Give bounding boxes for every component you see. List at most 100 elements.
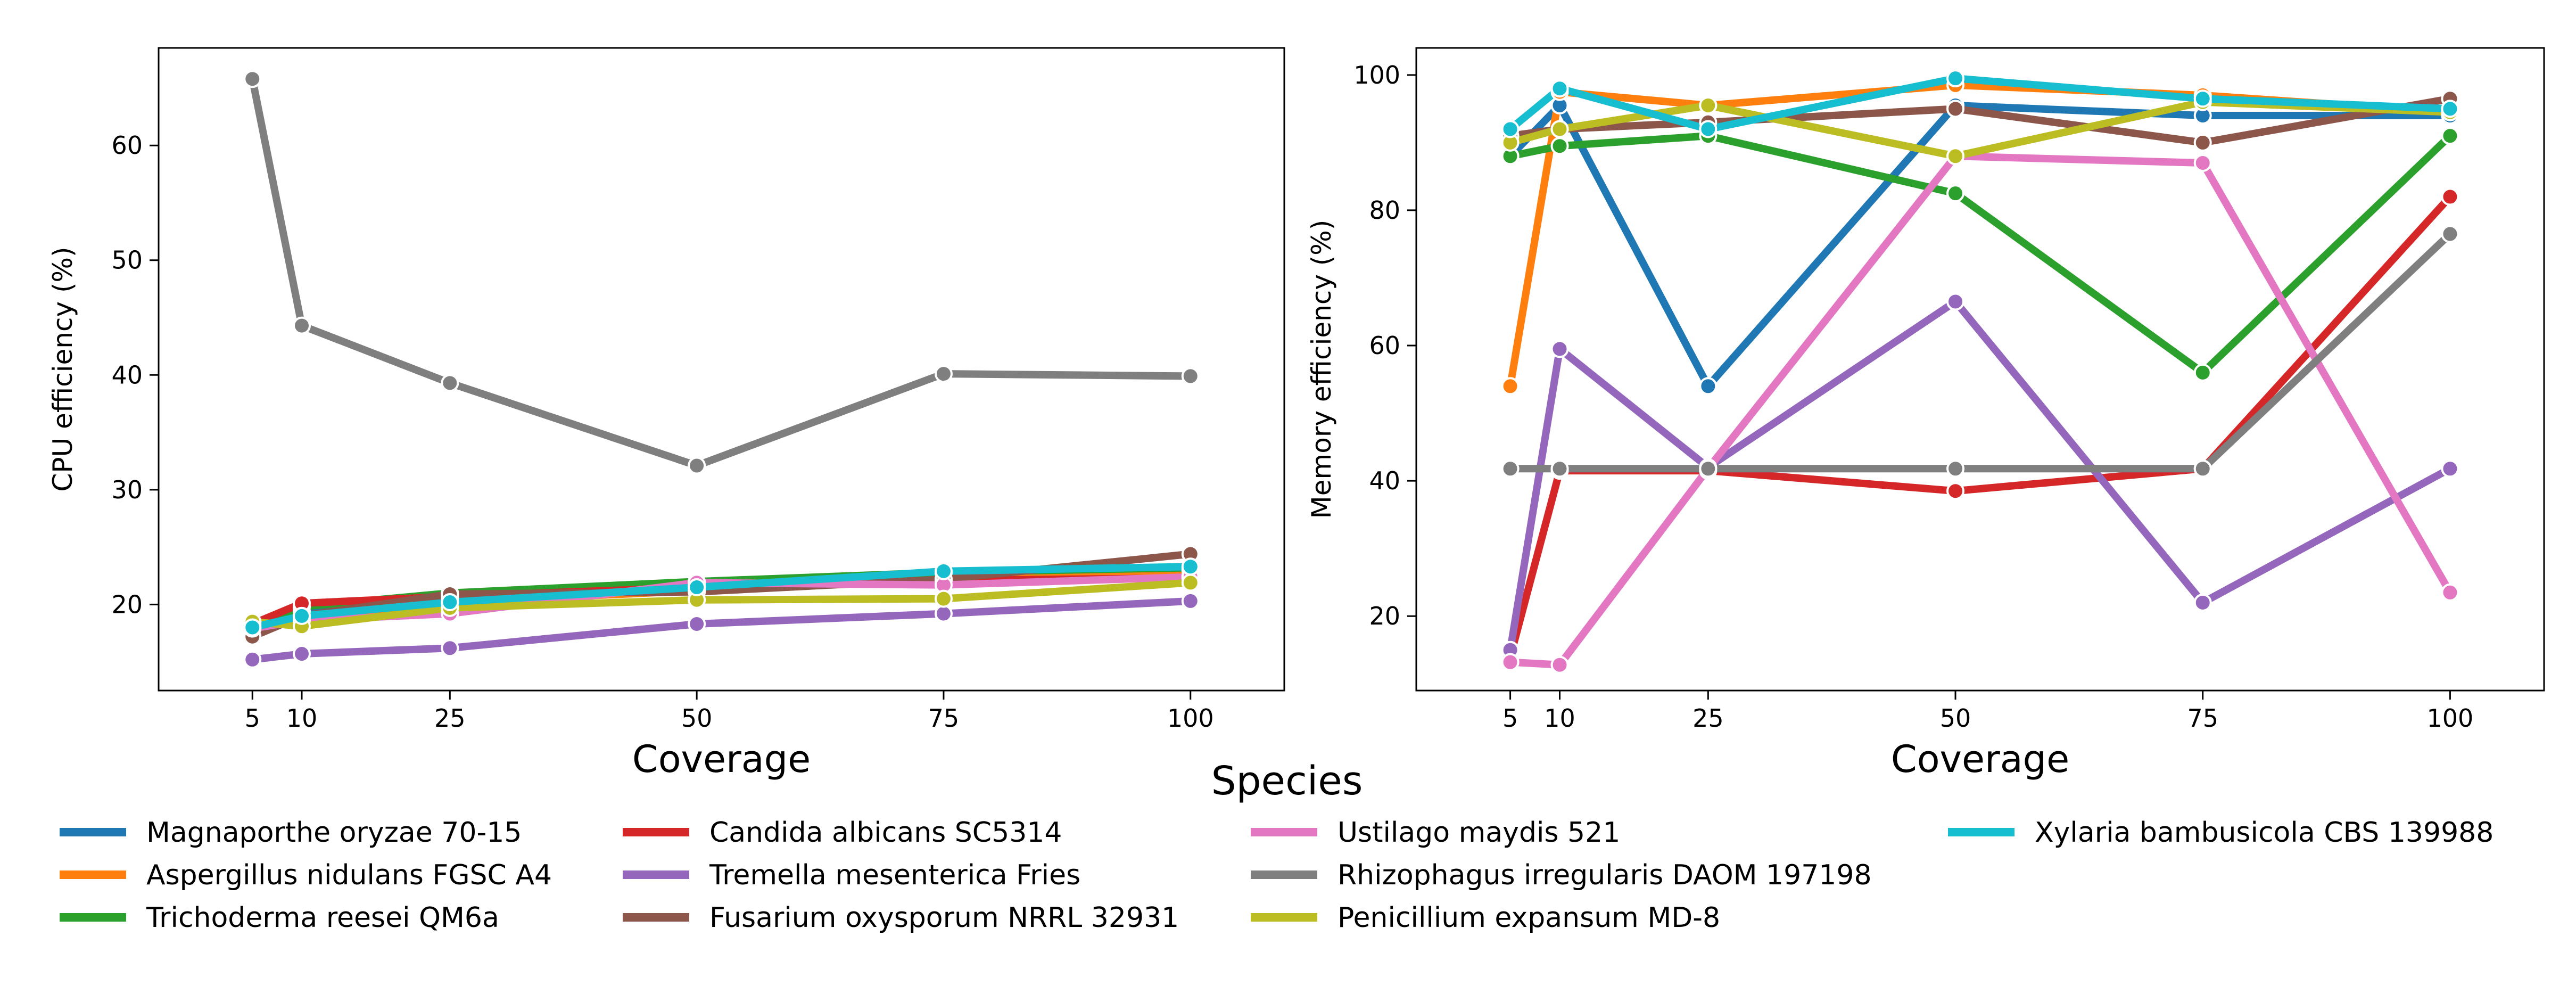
- data-point: [2441, 459, 2459, 478]
- data-point: [293, 645, 311, 663]
- legend-item: Ustilago maydis 521: [1251, 817, 1620, 849]
- x-tick-label: 10: [1544, 704, 1575, 733]
- data-point: [2441, 127, 2459, 145]
- y-tick-label: 40: [1369, 466, 1400, 495]
- x-tick-label: 10: [286, 704, 318, 733]
- data-point: [1550, 137, 1569, 155]
- data-point: [1181, 557, 1200, 576]
- plot-frame: [1415, 47, 2545, 692]
- y-tick-label: 100: [1353, 61, 1400, 89]
- data-point: [1946, 69, 1965, 88]
- legend-label: Fusarium oxysporum NRRL 32931: [709, 902, 1179, 934]
- x-tick-label: 25: [1692, 704, 1724, 733]
- data-point: [2193, 89, 2212, 108]
- data-point: [441, 593, 459, 612]
- data-point: [688, 456, 706, 475]
- data-point: [934, 365, 953, 383]
- data-point: [1550, 120, 1569, 138]
- series-line: [1506, 193, 2454, 661]
- legend-item: Penicillium expansum MD-8: [1251, 902, 1720, 934]
- data-point: [1699, 96, 1718, 114]
- data-point: [1181, 367, 1200, 385]
- data-point: [2193, 153, 2212, 172]
- data-point: [1699, 377, 1718, 396]
- y-tick-label: 60: [1369, 331, 1400, 360]
- data-point: [1501, 653, 1520, 671]
- data-point: [293, 316, 311, 335]
- data-point: [1181, 573, 1200, 592]
- data-point: [1550, 79, 1569, 98]
- x-tick-label: 5: [245, 704, 260, 733]
- series-line: [249, 75, 1194, 470]
- x-tick-label: 50: [681, 704, 713, 733]
- x-tick-label: 100: [1167, 704, 1214, 733]
- data-point: [1946, 459, 1965, 478]
- y-tick-label: 20: [1369, 602, 1400, 630]
- data-point: [2193, 363, 2212, 382]
- legend-label: Penicillium expansum MD-8: [1337, 902, 1720, 934]
- legend-item: Magnaporthe oryzae 70-15: [60, 817, 522, 849]
- legend-label: Magnaporthe oryzae 70-15: [146, 817, 522, 849]
- legend-item: Rhizophagus irregularis DAOM 197198: [1251, 859, 1872, 891]
- data-point: [1550, 655, 1569, 674]
- legend-title: Species: [1211, 758, 1363, 804]
- y-tick-label: 50: [111, 246, 143, 275]
- data-point: [293, 606, 311, 625]
- legend-label: Ustilago maydis 521: [1337, 817, 1620, 849]
- data-point: [688, 614, 706, 633]
- data-point: [1501, 377, 1520, 396]
- data-point: [2193, 133, 2212, 152]
- data-point: [1501, 120, 1520, 138]
- y-tick-label: 20: [111, 590, 143, 619]
- data-point: [1946, 100, 1965, 118]
- x-tick-label: 75: [928, 704, 960, 733]
- legend-item: Aspergillus nidulans FGSC A4: [60, 859, 552, 891]
- data-point: [2441, 583, 2459, 602]
- data-point: [2441, 225, 2459, 243]
- y-tick-label: 80: [1369, 196, 1400, 225]
- data-point: [2441, 100, 2459, 118]
- y-tick-label: 40: [111, 360, 143, 389]
- data-point: [1550, 459, 1569, 478]
- y-tick-label: 60: [111, 131, 143, 160]
- data-point: [1501, 459, 1520, 478]
- data-point: [1181, 592, 1200, 610]
- x-tick-label: 100: [2427, 704, 2474, 733]
- data-point: [934, 589, 953, 608]
- x-tick-label: 25: [434, 704, 466, 733]
- memory-efficiency-chart: 5 10 25 50 75 100 20 40 60 80 100 Coverage Memory ef…: [1306, 47, 2545, 781]
- y-tick-label: 30: [111, 475, 143, 504]
- legend-item: Candida albicans SC5314: [623, 817, 1062, 849]
- series-line: [1506, 101, 2454, 390]
- y-axis-label: Memory efficiency (%): [1306, 220, 1337, 519]
- data-point: [1699, 459, 1718, 478]
- legend-item: Xylaria bambusicola CBS 139988: [1948, 817, 2494, 849]
- y-axis-label: CPU efficiency (%): [47, 247, 78, 492]
- data-point: [688, 578, 706, 597]
- data-point: [2193, 593, 2212, 612]
- data-point: [441, 639, 459, 658]
- data-point: [934, 562, 953, 580]
- legend-label: Tremella mesenterica Fries: [709, 859, 1080, 891]
- legend-label: Xylaria bambusicola CBS 139988: [2035, 817, 2494, 849]
- plot-frame: [158, 47, 1285, 692]
- series-line: [1506, 152, 2454, 669]
- x-axis-label: Coverage: [632, 737, 811, 781]
- legend-item: Tremella mesenterica Fries: [623, 859, 1080, 891]
- data-point: [1946, 147, 1965, 166]
- data-point: [441, 374, 459, 392]
- legend-item: Trichoderma reesei QM6a: [60, 902, 499, 934]
- data-point: [2193, 459, 2212, 478]
- data-point: [243, 70, 262, 88]
- data-point: [1946, 184, 1965, 203]
- legend-label: Candida albicans SC5314: [709, 817, 1062, 849]
- series-line: [1506, 298, 2454, 654]
- data-point: [1550, 340, 1569, 358]
- legend-label: Aspergillus nidulans FGSC A4: [146, 859, 552, 891]
- legend-label: Trichoderma reesei QM6a: [146, 902, 499, 934]
- data-point: [1946, 482, 1965, 500]
- x-tick-label: 75: [2187, 704, 2218, 733]
- legend-item: Fusarium oxysporum NRRL 32931: [623, 902, 1179, 934]
- legend: Species Magnaporthe oryzae 70-15 Aspergil…: [60, 758, 2494, 934]
